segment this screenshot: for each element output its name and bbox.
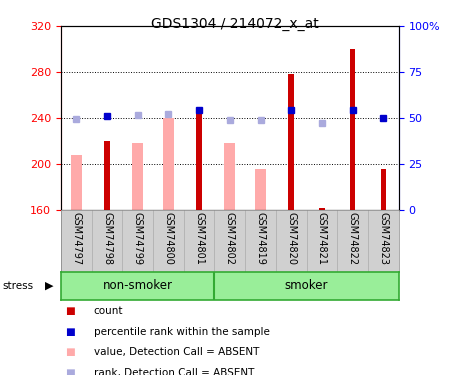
Text: GDS1304 / 214072_x_at: GDS1304 / 214072_x_at: [151, 17, 318, 31]
Bar: [380, 169, 386, 210]
Text: smoker: smoker: [285, 279, 328, 292]
Text: GSM74819: GSM74819: [256, 212, 265, 265]
Text: rank, Detection Call = ABSENT: rank, Detection Call = ABSENT: [94, 368, 254, 375]
Text: GSM74798: GSM74798: [102, 212, 112, 265]
Text: GSM74797: GSM74797: [71, 212, 81, 265]
Text: GSM74800: GSM74800: [163, 212, 174, 265]
Text: GSM74823: GSM74823: [378, 212, 388, 265]
Bar: [197, 109, 202, 210]
Text: value, Detection Call = ABSENT: value, Detection Call = ABSENT: [94, 348, 259, 357]
Bar: [225, 143, 235, 210]
Text: ■: ■: [66, 306, 75, 316]
Text: ■: ■: [66, 368, 75, 375]
Bar: [288, 75, 294, 210]
Text: GSM74802: GSM74802: [225, 212, 235, 265]
Bar: [350, 49, 356, 210]
Text: ▶: ▶: [45, 281, 54, 291]
Text: non-smoker: non-smoker: [103, 279, 173, 292]
Bar: [163, 118, 174, 210]
Text: GSM74822: GSM74822: [348, 212, 357, 265]
Bar: [71, 155, 82, 210]
Text: percentile rank within the sample: percentile rank within the sample: [94, 327, 270, 337]
Text: GSM74821: GSM74821: [317, 212, 327, 265]
Bar: [132, 143, 143, 210]
Text: GSM74801: GSM74801: [194, 212, 204, 265]
Text: GSM74820: GSM74820: [286, 212, 296, 265]
Bar: [255, 169, 266, 210]
Text: stress: stress: [2, 281, 33, 291]
Bar: [104, 141, 110, 210]
Bar: [319, 208, 325, 210]
Text: ■: ■: [66, 327, 75, 337]
Text: count: count: [94, 306, 123, 316]
Text: ■: ■: [66, 348, 75, 357]
Text: GSM74799: GSM74799: [133, 212, 143, 265]
